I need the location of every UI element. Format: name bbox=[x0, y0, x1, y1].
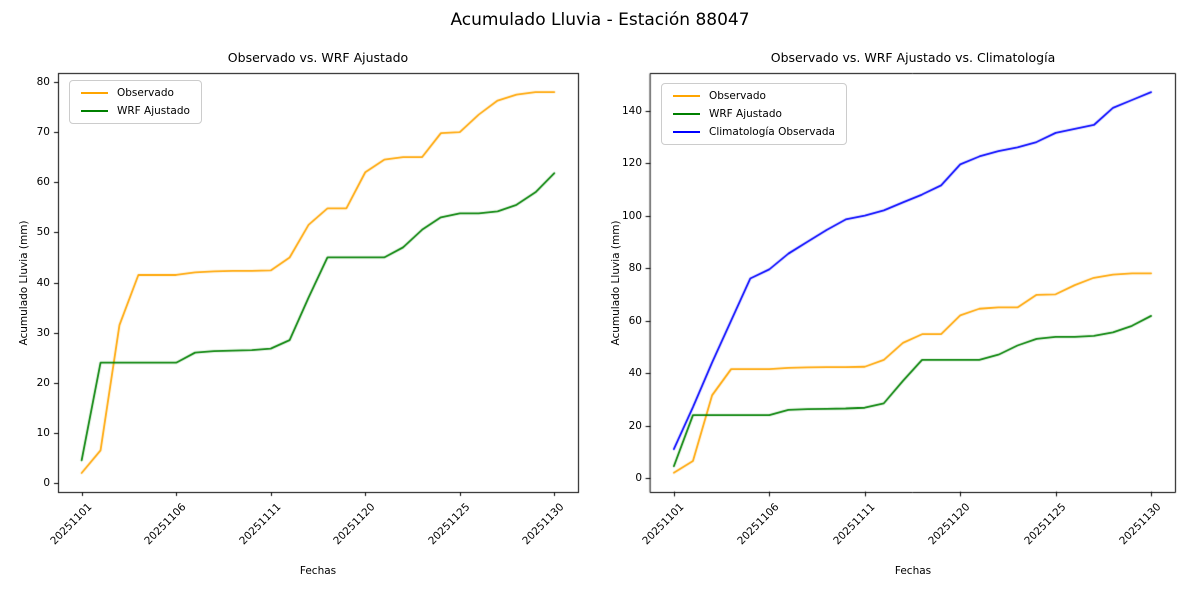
left-chart-title: Observado vs. WRF Ajustado bbox=[227, 50, 409, 65]
observado-line-swatch bbox=[673, 95, 700, 97]
legend-label-wrf-ajustado: WRF Ajustado bbox=[117, 105, 190, 117]
left-legend: Observado WRF Ajustado bbox=[69, 80, 202, 124]
y-tick-label: 20 bbox=[36, 376, 50, 389]
legend-item-wrf-ajustado: WRF Ajustado bbox=[81, 105, 190, 117]
legend-item-observado: Observado bbox=[81, 87, 190, 99]
y-tick-label: 70 bbox=[36, 126, 50, 139]
y-tick-label: 10 bbox=[36, 426, 50, 439]
legend-label-observado: Observado bbox=[117, 87, 174, 99]
right-x-axis-label: Fechas bbox=[894, 565, 932, 577]
y-tick-label: 50 bbox=[36, 226, 50, 239]
y-tick-label: 60 bbox=[628, 314, 642, 327]
left-y-axis-label: Acumulado Lluvia (mm) bbox=[18, 220, 30, 346]
y-tick-label: 80 bbox=[628, 262, 642, 275]
y-tick-label: 20 bbox=[628, 419, 642, 432]
right-chart-title: Observado vs. WRF Ajustado vs. Climatolo… bbox=[770, 50, 1056, 65]
right-y-axis-label: Acumulado Lluvia (mm) bbox=[610, 220, 622, 346]
legend-label-climatologia-observada: Climatología Observada bbox=[709, 126, 835, 138]
y-tick-label: 0 bbox=[43, 476, 50, 489]
y-tick-label: 100 bbox=[621, 209, 642, 222]
wrf-ajustado-line-swatch bbox=[673, 113, 700, 115]
y-tick-label: 40 bbox=[628, 367, 642, 380]
y-tick-label: 80 bbox=[36, 76, 50, 89]
y-tick-label: 0 bbox=[635, 472, 642, 485]
legend-label-wrf-ajustado: WRF Ajustado bbox=[709, 108, 782, 120]
right-legend: Observado WRF Ajustado Climatología Obse… bbox=[661, 83, 847, 145]
legend-item-climatologia-observada: Climatología Observada bbox=[673, 126, 835, 138]
observado-line-swatch bbox=[81, 92, 108, 94]
y-tick-label: 40 bbox=[36, 276, 50, 289]
figure-suptitle: Acumulado Lluvia - Estación 88047 bbox=[450, 10, 750, 30]
climatologia-line-swatch bbox=[673, 131, 700, 133]
legend-label-observado: Observado bbox=[709, 90, 766, 102]
left-x-axis-label: Fechas bbox=[299, 565, 337, 577]
wrf-ajustado-line-swatch bbox=[81, 110, 108, 112]
legend-item-wrf-ajustado: WRF Ajustado bbox=[673, 108, 835, 120]
y-tick-label: 140 bbox=[621, 104, 642, 117]
legend-item-observado: Observado bbox=[673, 90, 835, 102]
y-tick-label: 30 bbox=[36, 326, 50, 339]
y-tick-label: 120 bbox=[621, 157, 642, 170]
y-tick-label: 60 bbox=[36, 176, 50, 189]
